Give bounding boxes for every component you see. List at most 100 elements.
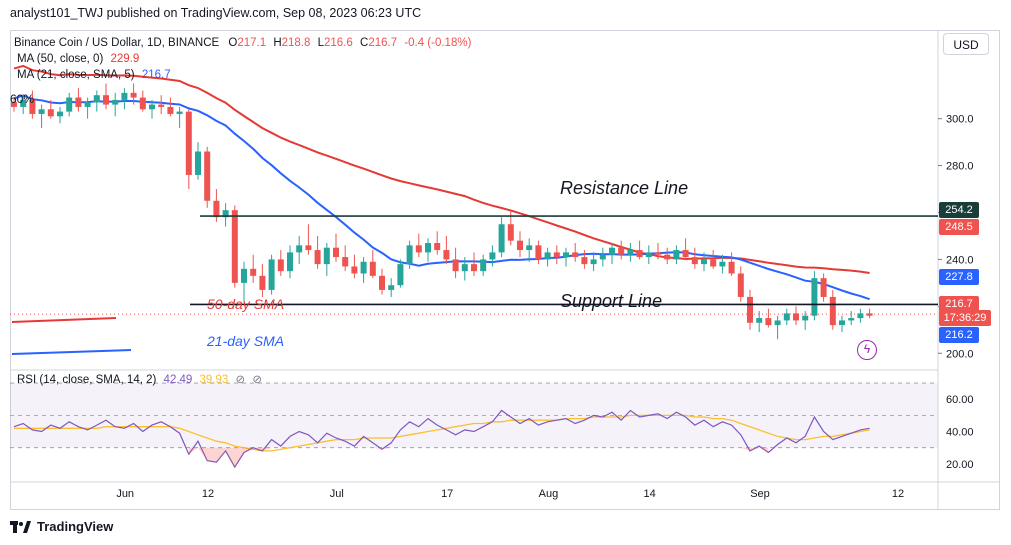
candle-body [572, 252, 579, 258]
rsi-legend[interactable]: RSI (14, close, SMA, 14, 2) 42.49 39.93 … [17, 372, 262, 386]
candle-body [296, 245, 303, 253]
ma50-legend-value: 229.9 [110, 53, 140, 65]
candle-body [517, 240, 523, 251]
ma50-legend-label: MA (50, close, 0) [17, 53, 104, 65]
candle [737, 266, 744, 302]
candle-body [802, 315, 809, 321]
ma50-annotation-stub [11, 317, 117, 323]
candle-body [250, 268, 257, 276]
candle-body [627, 250, 634, 255]
candle-body [379, 275, 385, 290]
candle [645, 245, 652, 265]
candle [47, 99, 54, 119]
candle-body [360, 261, 367, 274]
candle [167, 97, 174, 117]
candle-body [682, 250, 689, 258]
time-tick-label: 17 [441, 488, 453, 500]
candle-body [93, 95, 100, 103]
candle [728, 252, 735, 276]
candle-body [480, 259, 487, 272]
candle-body [241, 268, 247, 283]
candle [158, 95, 165, 114]
ma21-price-badge: 227.8 [939, 269, 979, 285]
candle-body [461, 264, 468, 272]
candle-body [866, 313, 873, 316]
candle [314, 235, 321, 269]
countdown-badge: 17:36:29 [939, 310, 991, 326]
candle [112, 92, 119, 117]
candle-body [204, 151, 211, 201]
candle-body [553, 252, 560, 258]
rsi-tick-label: 20.00 [946, 459, 974, 471]
candle-body [425, 243, 431, 253]
candle [93, 90, 100, 112]
settings-icon[interactable]: ⊘ [252, 374, 262, 386]
candle-body [38, 109, 45, 114]
rsi-oversold-fill [188, 447, 769, 468]
candle-body [213, 200, 220, 218]
low-label: L [317, 37, 325, 49]
candle-body [167, 106, 174, 114]
candle-body [434, 243, 441, 251]
candle-body [195, 151, 201, 175]
candle [213, 189, 220, 222]
chart-frame [10, 30, 1000, 510]
candle-body [857, 313, 864, 319]
candle [38, 104, 45, 129]
support-line-label: Support Line [560, 291, 662, 311]
candle [369, 250, 376, 279]
candle-body [728, 261, 735, 274]
price-tick-label: 300.0 [946, 114, 974, 126]
candle [747, 289, 753, 330]
time-tick-label: 12 [202, 488, 214, 500]
candle-body [489, 252, 496, 260]
candle-body [20, 99, 27, 107]
currency-button[interactable]: USD [943, 33, 989, 55]
candle-body [84, 102, 91, 107]
candle-body [829, 296, 836, 326]
candle [829, 289, 836, 330]
candle [443, 235, 450, 265]
ma21-legend[interactable]: MA (21, close, SMA, 5) 216.7 [17, 69, 171, 81]
candle-body [415, 245, 422, 253]
close-value: 216.7 [368, 37, 398, 49]
low-value: 216.6 [324, 37, 353, 49]
candle [20, 95, 27, 114]
symbol-legend[interactable]: Binance Coin / US Dollar, 1D, BINANCE O2… [14, 37, 471, 49]
candle-body [471, 264, 477, 272]
candle [581, 250, 588, 269]
candle-body [66, 97, 73, 112]
resistance-line-label: Resistance Line [560, 178, 688, 198]
candle [241, 261, 247, 302]
candle-body [397, 264, 404, 286]
candle-body [599, 254, 606, 260]
price-tick-label: 200.0 [946, 348, 974, 360]
eye-off-icon[interactable]: ⊘ [235, 374, 246, 386]
candle [866, 308, 873, 319]
ma50-price-badge: 248.5 [939, 219, 979, 235]
candle-body [783, 313, 790, 321]
ma50-legend[interactable]: MA (50, close, 0) 229.9 [17, 53, 139, 65]
candle-body [636, 250, 643, 258]
candle [682, 238, 689, 260]
candle-body [121, 92, 128, 100]
candle-body [149, 104, 155, 110]
candle-body [581, 257, 588, 265]
candle [553, 245, 560, 265]
candle-body [185, 111, 192, 175]
candle-body [756, 318, 763, 323]
candle-body [75, 97, 82, 107]
candle [84, 97, 91, 119]
alert-lightning-icon[interactable]: ϟ [857, 340, 877, 360]
candle [406, 240, 413, 269]
candle-body [774, 320, 781, 326]
candle-body [57, 111, 63, 117]
candle-body [406, 245, 413, 265]
close-label: C [360, 37, 369, 49]
ma50-annotation-label: 50-day SMA [207, 296, 284, 312]
partial-legend-text: 60% [10, 92, 35, 106]
candle-body [820, 278, 827, 297]
footer-brand-label: TradingView [37, 519, 114, 534]
candle [333, 233, 339, 262]
